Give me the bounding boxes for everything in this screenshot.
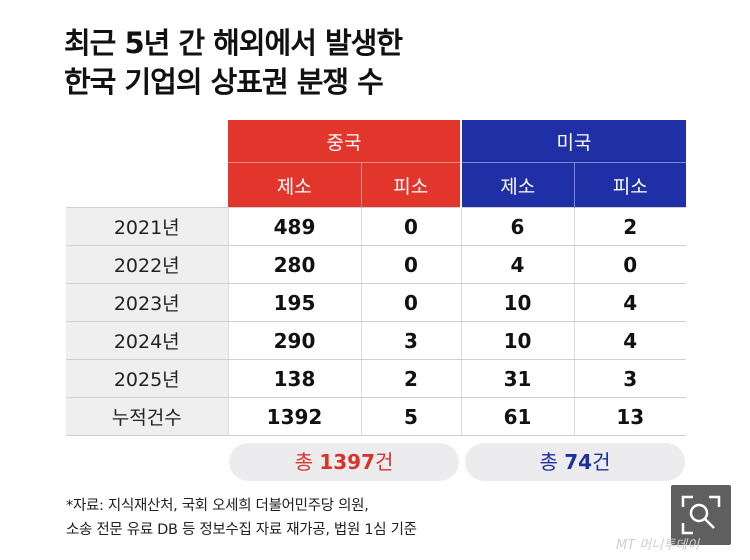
row-label: 누적건수	[66, 397, 229, 436]
total-china-prefix: 총	[294, 450, 320, 474]
table-cell: 4	[461, 245, 575, 284]
source-line2: 소송 전문 유료 DB 등 정보수집 자료 재가공, 법원 1심 기준	[66, 522, 417, 538]
table-cell: 0	[361, 207, 462, 246]
dispute-table: 중국 미국 제소 피소 제소 피소 2021년 489 0 6 2 2022년 280 0 4 0…	[66, 120, 686, 436]
table-row: 누적건수 1392 5 61 13	[66, 397, 686, 436]
table-cell: 3	[361, 321, 462, 360]
table-cell: 138	[228, 359, 362, 398]
header-corner	[66, 120, 228, 163]
zoom-search-icon	[681, 495, 721, 535]
table-cell: 4	[574, 283, 686, 322]
col-header-usa-sued: 피소	[574, 162, 686, 208]
col-header-china-sued: 피소	[361, 162, 461, 208]
table-row: 2024년 290 3 10 4	[66, 321, 686, 360]
table-cell: 0	[361, 245, 462, 284]
table-row: 2025년 138 2 31 3	[66, 359, 686, 398]
row-label: 2022년	[66, 245, 229, 284]
table-cell: 13	[574, 397, 686, 436]
table-cell: 280	[228, 245, 362, 284]
table-cell: 6	[461, 207, 575, 246]
table-cell: 31	[461, 359, 575, 398]
header-corner-2	[66, 162, 228, 208]
source-line1: *자료: 지식재산처, 국회 오세희 더불어민주당 의원,	[66, 498, 369, 514]
table-cell: 3	[574, 359, 686, 398]
source-note: *자료: 지식재산처, 국회 오세희 더불어민주당 의원, 소송 전문 유료 D…	[66, 494, 417, 542]
table-cell: 1392	[228, 397, 362, 436]
chart-title: 최근 5년 간 해외에서 발생한 한국 기업의 상표권 분쟁 수	[64, 24, 403, 102]
table-row: 2021년 489 0 6 2	[66, 207, 686, 246]
group-header-usa: 미국	[460, 120, 686, 163]
chart-title-line1: 최근 5년 간 해외에서 발생한	[64, 26, 403, 60]
table-cell: 5	[361, 397, 462, 436]
table-cell: 2	[574, 207, 686, 246]
total-usa-suffix: 건	[592, 450, 611, 474]
table-body: 2021년 489 0 6 2 2022년 280 0 4 0 2023년 195 0 10 4 2024년 2…	[66, 207, 686, 436]
row-label: 2023년	[66, 283, 229, 322]
row-label: 2024년	[66, 321, 229, 360]
group-header-china: 중국	[228, 120, 461, 163]
table-cell: 4	[574, 321, 686, 360]
table-cell: 0	[574, 245, 686, 284]
publisher-watermark: MT 머니투데이	[616, 538, 700, 553]
table-cell: 195	[228, 283, 362, 322]
table-cell: 290	[228, 321, 362, 360]
table-cell: 61	[461, 397, 575, 436]
table-row: 2022년 280 0 4 0	[66, 245, 686, 284]
total-usa-value: 74	[564, 450, 593, 474]
total-usa-pill: 총 74건	[465, 443, 685, 481]
col-header-usa-sue: 제소	[460, 162, 575, 208]
table-cell: 0	[361, 283, 462, 322]
total-china-suffix: 건	[375, 450, 394, 474]
table-row: 2023년 195 0 10 4	[66, 283, 686, 322]
chart-title-line2: 한국 기업의 상표권 분쟁 수	[64, 65, 384, 99]
total-usa-prefix: 총	[539, 450, 565, 474]
zoom-button[interactable]	[671, 485, 731, 545]
col-header-china-sue: 제소	[228, 162, 362, 208]
row-label: 2025년	[66, 359, 229, 398]
row-label: 2021년	[66, 207, 229, 246]
total-china-pill: 총 1397건	[229, 443, 459, 481]
table-cell: 489	[228, 207, 362, 246]
table-cell: 10	[461, 283, 575, 322]
total-china-value: 1397	[319, 450, 376, 474]
table-cell: 10	[461, 321, 575, 360]
table-cell: 2	[361, 359, 462, 398]
